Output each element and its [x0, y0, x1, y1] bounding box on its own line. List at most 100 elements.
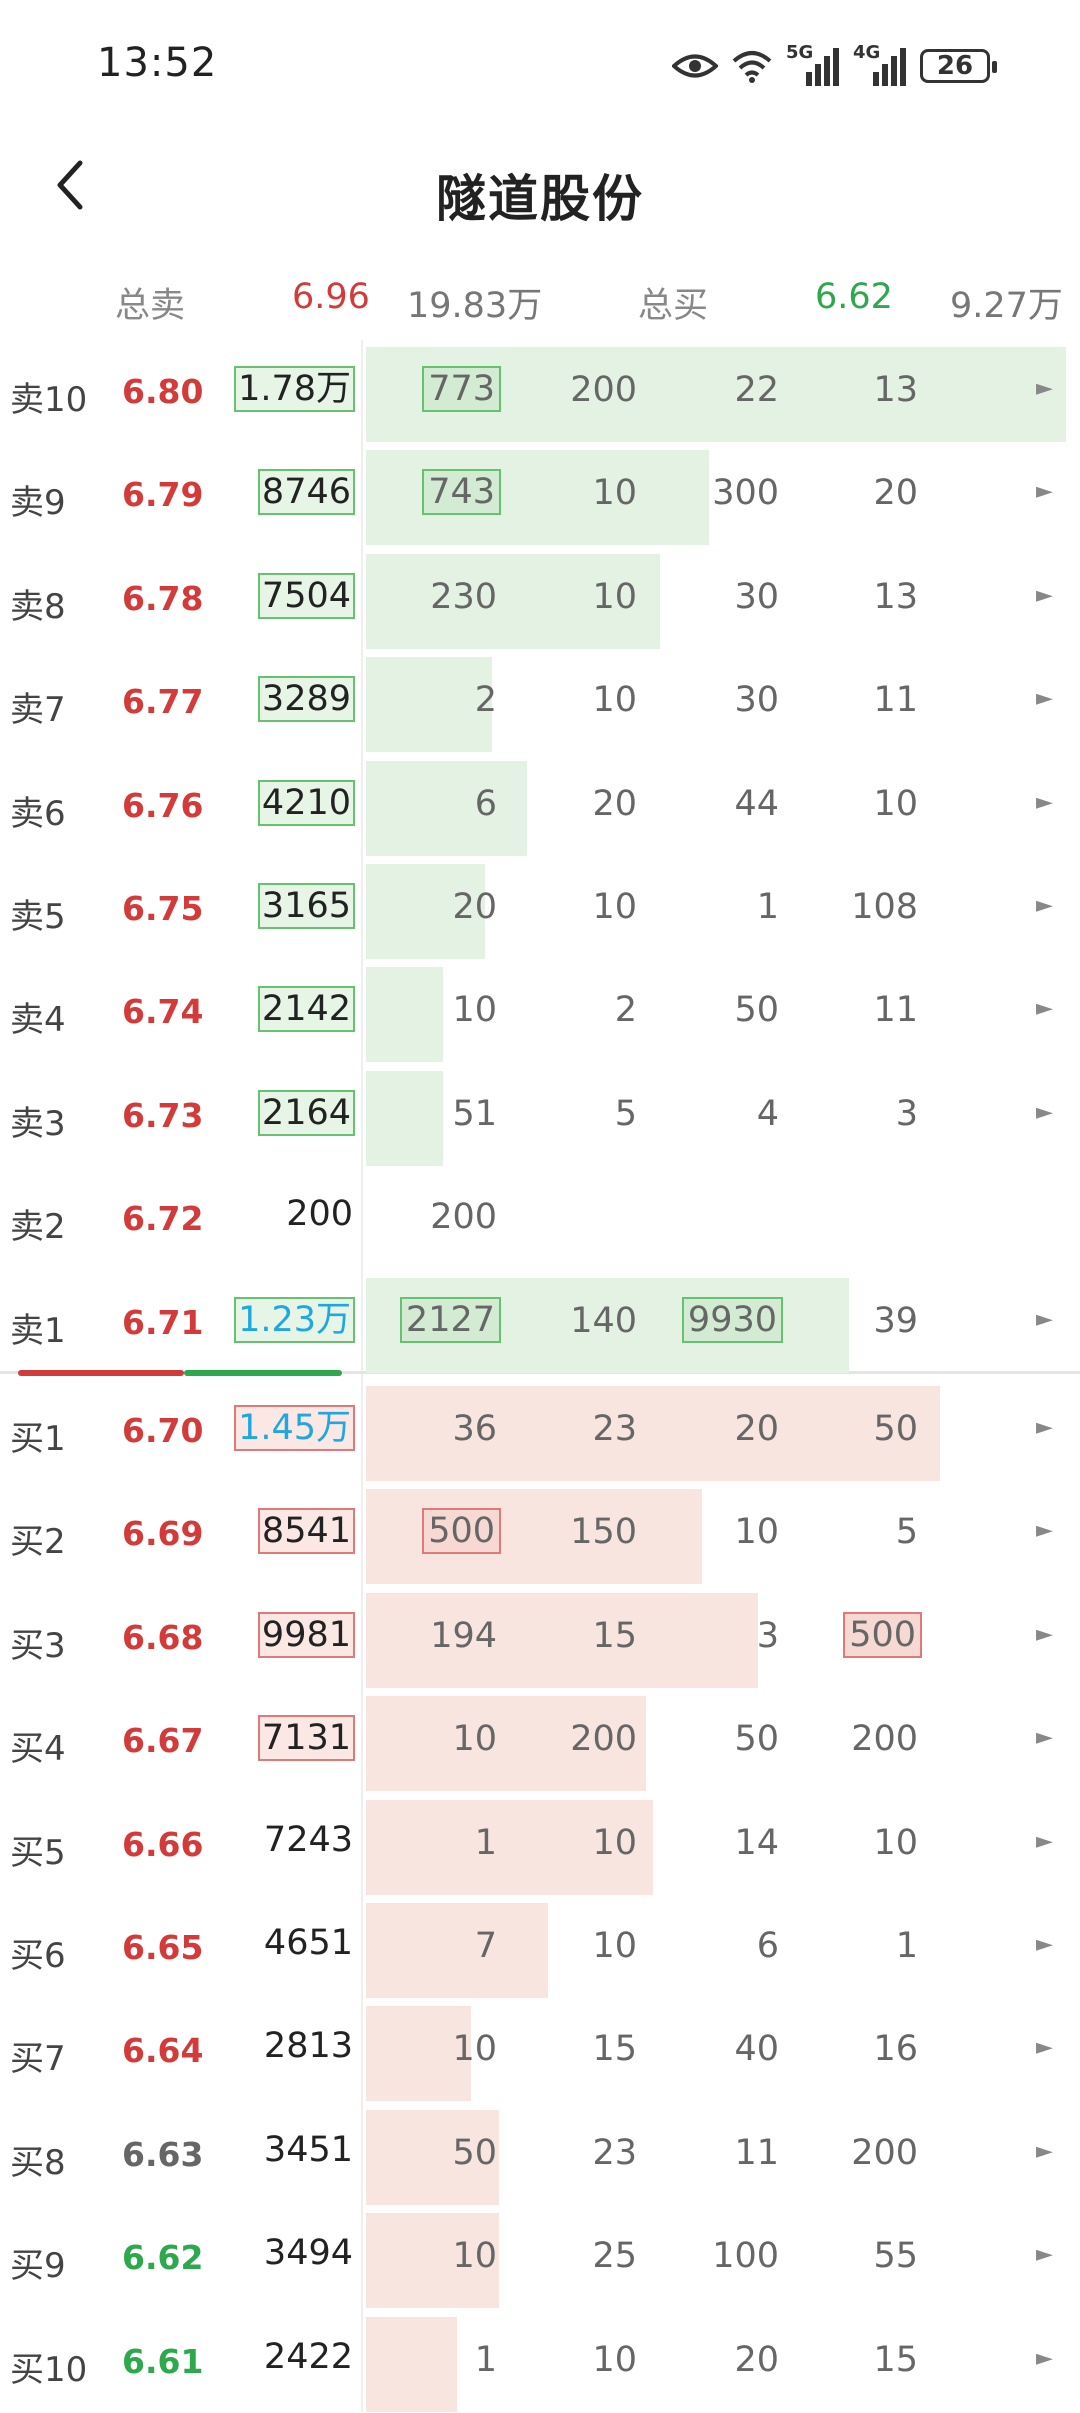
order-qty[interactable]: 10	[452, 2029, 497, 2070]
order-qty[interactable]: 50	[873, 1409, 918, 1449]
order-qty[interactable]: 13	[873, 370, 918, 410]
order-qty[interactable]: 6	[756, 1926, 779, 1966]
order-qty[interactable]: 200	[570, 1719, 637, 1760]
level-volume[interactable]: 2142	[257, 986, 355, 1033]
order-qty[interactable]: 20	[592, 783, 637, 824]
order-qty[interactable]: 1	[756, 887, 779, 927]
ask-row[interactable]: 卖5 6.75 3165 20 10 1 108 ►	[0, 857, 1080, 960]
order-qty[interactable]: 2	[614, 990, 637, 1031]
order-qty[interactable]: 2127	[399, 1296, 501, 1343]
level-volume[interactable]: 1.78万	[234, 366, 355, 412]
order-qty[interactable]: 150	[570, 1512, 637, 1553]
expand-arrow-icon[interactable]: ►	[1036, 789, 1053, 815]
bid-row[interactable]: 买9 6.62 3494 10 25 100 55 ►	[0, 2206, 1080, 2309]
order-qty[interactable]: 7	[474, 1926, 497, 1966]
order-qty[interactable]: 40	[734, 2029, 779, 2070]
back-button[interactable]	[50, 155, 110, 225]
bid-row[interactable]: 买6 6.65 4651 7 10 6 1 ►	[0, 1896, 1080, 1999]
order-qty[interactable]: 200	[851, 2132, 918, 2173]
order-qty[interactable]: 3	[895, 1093, 918, 1134]
order-qty[interactable]: 10	[592, 1926, 637, 1966]
level-volume[interactable]: 9981	[257, 1611, 355, 1658]
order-qty[interactable]: 10	[734, 1512, 779, 1553]
order-qty[interactable]: 140	[570, 1300, 637, 1341]
order-qty[interactable]: 20	[734, 2339, 779, 2380]
order-qty[interactable]: 108	[851, 887, 918, 927]
level-volume[interactable]: 7504	[257, 572, 355, 619]
order-qty[interactable]: 9930	[681, 1296, 783, 1343]
order-qty[interactable]: 25	[592, 2236, 637, 2277]
order-qty[interactable]: 2	[474, 680, 497, 721]
order-qty[interactable]: 230	[430, 576, 497, 617]
order-qty[interactable]: 200	[570, 370, 637, 410]
level-volume[interactable]: 4210	[257, 779, 355, 826]
expand-arrow-icon[interactable]: ►	[1036, 376, 1053, 401]
level-volume[interactable]: 2164	[257, 1089, 355, 1136]
order-qty[interactable]: 44	[734, 783, 779, 824]
order-qty[interactable]: 10	[873, 783, 918, 824]
order-qty[interactable]: 10	[592, 887, 637, 927]
expand-arrow-icon[interactable]: ►	[1036, 1725, 1053, 1751]
bid-row[interactable]: 买2 6.69 8541 500 150 10 5 ►	[0, 1482, 1080, 1585]
expand-arrow-icon[interactable]: ►	[1036, 582, 1053, 608]
order-qty[interactable]: 30	[734, 680, 779, 721]
order-qty[interactable]: 1	[895, 1926, 918, 1966]
level-volume[interactable]: 2813	[263, 2026, 353, 2067]
level-volume[interactable]: 3494	[263, 2233, 353, 2274]
ask-row[interactable]: 卖8 6.78 7504 230 10 30 13 ►	[0, 547, 1080, 650]
ask-row[interactable]: 卖3 6.73 2164 51 5 4 3 ►	[0, 1064, 1080, 1167]
level-volume[interactable]: 4651	[263, 1923, 353, 1963]
order-qty[interactable]: 743	[422, 469, 501, 516]
order-qty[interactable]: 50	[734, 990, 779, 1031]
expand-arrow-icon[interactable]: ►	[1036, 996, 1053, 1022]
order-qty[interactable]: 200	[430, 1197, 497, 1238]
level-volume[interactable]: 3451	[263, 2129, 353, 2170]
level-volume[interactable]: 3289	[257, 676, 355, 723]
expand-arrow-icon[interactable]: ►	[1036, 1932, 1053, 1957]
order-qty[interactable]: 22	[734, 370, 779, 410]
order-qty[interactable]: 10	[452, 990, 497, 1031]
order-qty[interactable]: 10	[592, 576, 637, 617]
order-qty[interactable]: 194	[430, 1615, 497, 1656]
order-qty[interactable]: 51	[452, 1093, 497, 1134]
level-volume[interactable]: 1.45万	[234, 1405, 355, 1451]
order-qty[interactable]: 50	[452, 2132, 497, 2173]
order-qty[interactable]: 1	[474, 2339, 497, 2380]
expand-arrow-icon[interactable]: ►	[1036, 1415, 1053, 1440]
order-qty[interactable]: 36	[452, 1409, 497, 1449]
ask-row[interactable]: 卖6 6.76 4210 6 20 44 10 ►	[0, 754, 1080, 857]
order-qty[interactable]: 200	[851, 1719, 918, 1760]
expand-arrow-icon[interactable]: ►	[1036, 893, 1053, 918]
order-qty[interactable]: 20	[734, 1409, 779, 1449]
order-qty[interactable]: 23	[592, 1409, 637, 1449]
order-qty[interactable]: 11	[734, 2132, 779, 2173]
order-qty[interactable]: 6	[474, 783, 497, 824]
order-qty[interactable]: 15	[873, 2339, 918, 2380]
bid-row[interactable]: 买7 6.64 2813 10 15 40 16 ►	[0, 1999, 1080, 2102]
expand-arrow-icon[interactable]: ►	[1036, 2035, 1053, 2061]
order-qty[interactable]: 15	[592, 2029, 637, 2070]
order-qty[interactable]: 20	[873, 473, 918, 514]
expand-arrow-icon[interactable]: ►	[1036, 2345, 1053, 2371]
order-qty[interactable]: 50	[734, 1719, 779, 1760]
order-qty[interactable]: 10	[592, 473, 637, 514]
bid-row[interactable]: 买3 6.68 9981 194 15 3 500 ►	[0, 1586, 1080, 1689]
bid-row[interactable]: 买8 6.63 3451 50 23 11 200 ►	[0, 2103, 1080, 2206]
order-qty[interactable]: 3	[756, 1615, 779, 1656]
order-qty[interactable]: 500	[843, 1611, 922, 1658]
expand-arrow-icon[interactable]: ►	[1036, 1306, 1053, 1332]
order-qty[interactable]: 14	[734, 1822, 779, 1863]
order-qty[interactable]: 16	[873, 2029, 918, 2070]
bid-row[interactable]: 买1 6.70 1.45万 36 23 20 50 ►	[0, 1379, 1080, 1482]
level-volume[interactable]: 2422	[263, 2336, 353, 2377]
level-volume[interactable]: 200	[286, 1194, 353, 1235]
expand-arrow-icon[interactable]: ►	[1036, 479, 1053, 505]
ask-row[interactable]: 卖7 6.77 3289 2 10 30 11 ►	[0, 650, 1080, 753]
level-volume[interactable]: 1.23万	[234, 1296, 355, 1343]
order-qty[interactable]: 13	[873, 576, 918, 617]
ask-row[interactable]: 卖10 6.80 1.78万 773 200 22 13 ►	[0, 340, 1080, 443]
expand-arrow-icon[interactable]: ►	[1036, 1621, 1053, 1647]
order-qty[interactable]: 300	[712, 473, 779, 514]
level-volume[interactable]: 8746	[257, 469, 355, 516]
ask-row[interactable]: 卖4 6.74 2142 10 2 50 11 ►	[0, 960, 1080, 1063]
